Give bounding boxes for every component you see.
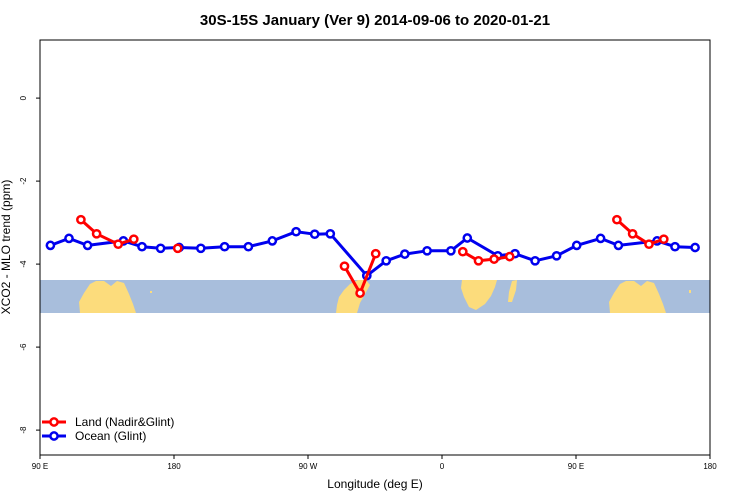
x-tick-label: 90 E [568,462,584,471]
data-point [355,288,365,298]
data-point [64,233,74,244]
legend-label: Land (Nadir&Glint) [75,415,174,429]
legend: Land (Nadir&Glint)Ocean (Glint) [42,415,174,443]
data-point [291,226,301,237]
legend-marker [49,431,59,441]
legend-label: Ocean (Glint) [75,429,146,443]
data-point [658,234,669,245]
data-point [489,254,499,264]
land-madagascar [508,280,517,302]
data-point [128,234,139,245]
series-line [79,218,135,246]
data-point [613,240,624,251]
ocean-band [40,280,710,313]
data-point [243,241,254,252]
data-point [82,240,93,251]
land-australia-repeat [609,281,666,313]
data-point [309,229,320,240]
data-point [690,242,700,253]
data-point [219,241,230,252]
x-tick-label: 180 [167,462,181,471]
data-point [155,243,166,254]
series-land [76,214,669,298]
series-line [615,218,665,246]
y-tick-label: -4 [19,260,28,268]
y-axis-label: XCO2 - MLO trend (ppm) [0,180,13,315]
plot-area-frame [39,39,711,456]
data-point [325,228,336,239]
land-australia [79,281,136,313]
data-point [113,239,124,250]
data-point [172,243,183,254]
land-islet [150,291,152,293]
y-axis: 0 -2 -4 -6 -8 [19,95,40,434]
data-point [399,249,410,259]
x-axis-label: Longitude (deg E) [327,477,422,491]
land-africa [461,280,497,310]
series-line [462,250,510,263]
data-point [612,214,622,225]
data-point [339,261,350,272]
data-point [381,255,392,266]
data-point [446,245,456,256]
data-point [137,241,147,252]
data-point [504,251,515,262]
land-islet [689,290,691,293]
data-point [473,255,484,266]
data-point [530,255,540,266]
y-tick-label: -2 [19,177,28,185]
data-point [644,239,654,250]
data-point [457,246,468,257]
y-tick-label: -8 [19,426,28,434]
data-point [422,245,432,256]
y-tick-label: -6 [19,343,28,351]
data-point [195,243,206,254]
x-tick-label: 90 E [32,462,48,471]
data-point [267,236,278,246]
data-point [462,233,473,243]
chart-title: 30S-15S January (Ver 9) 2014-09-06 to 20… [200,12,550,29]
data-point [91,228,102,239]
x-tick-label: 90 W [299,462,318,471]
x-tick-label: 0 [440,462,445,471]
legend-marker [49,417,59,427]
map-band [40,280,710,313]
x-axis: 90 E 180 90 W 0 90 E 180 [32,455,717,471]
series-layer [45,214,700,298]
data-point [76,214,86,225]
data-point [45,240,56,251]
data-point [627,228,638,239]
x-tick-label: 180 [703,462,717,471]
data-point [595,233,606,244]
data-point [670,241,680,252]
data-point [571,240,582,251]
y-tick-label: 0 [19,95,28,100]
data-point [370,248,381,259]
data-point [551,250,562,261]
